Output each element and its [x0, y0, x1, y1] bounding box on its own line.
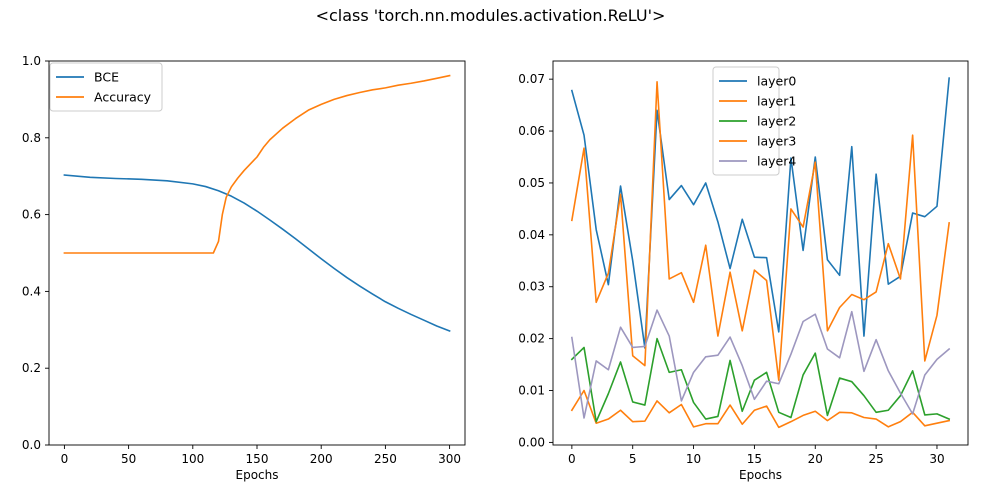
right-y-tick-label: 0.06	[518, 124, 545, 138]
left-x-axis-label: Epochs	[236, 468, 279, 482]
right-x-tick-label: 0	[568, 452, 576, 466]
left-legend: BCE Accuracy	[49, 62, 163, 112]
right-axes-frame	[552, 60, 969, 446]
left-x-tick-label: 300	[438, 452, 461, 466]
right-y-tick-label: 0.05	[518, 176, 545, 190]
right-x-axis-label: Epochs	[739, 468, 782, 482]
left-y-tick-label: 0.2	[22, 361, 41, 375]
right-series-line-5	[570, 309, 951, 419]
right-legend: layer0 layer1 layer2 layer3 layer4	[712, 66, 796, 176]
right-legend-label: layer1	[757, 94, 796, 109]
right-x-tick-label: 5	[629, 452, 637, 466]
left-y-tick-label: 0.4	[22, 284, 41, 298]
right-legend-label: layer0	[757, 74, 796, 89]
right-x-tick-label: 25	[868, 452, 883, 466]
right-x-tick-label: 20	[808, 452, 823, 466]
left-x-tick-label: 200	[310, 452, 333, 466]
right-y-tick-label: 0.00	[518, 435, 545, 449]
left-y-tick-label: 1.0	[22, 54, 41, 68]
left-x-tick-label: 100	[181, 452, 204, 466]
right-legend-label: layer3	[757, 134, 796, 149]
left-series-line-2	[63, 74, 451, 254]
left-legend-label: Accuracy	[94, 90, 152, 105]
right-legend-label: layer4	[757, 154, 796, 169]
right-series-line-2	[570, 389, 951, 429]
right-x-tick-label: 15	[747, 452, 762, 466]
left-y-tick-label: 0.0	[22, 438, 41, 452]
figure-title: <class 'torch.nn.modules.activation.ReLU…	[315, 6, 666, 25]
right-series-line-3	[570, 337, 951, 423]
left-x-tick-label: 0	[61, 452, 69, 466]
right-x-tick-label: 10	[686, 452, 701, 466]
left-x-tick-label: 150	[246, 452, 269, 466]
right-y-tick-label: 0.04	[518, 228, 545, 242]
left-x-tick-label: 50	[121, 452, 136, 466]
right-series-line-1	[570, 77, 951, 349]
left-legend-label: BCE	[94, 70, 119, 85]
left-y-tick-label: 0.6	[22, 208, 41, 222]
right-y-tick-label: 0.01	[518, 384, 545, 398]
left-series-line-1	[63, 174, 451, 332]
right-y-tick-label: 0.03	[518, 280, 545, 294]
right-series-line-4	[570, 80, 951, 381]
left-x-tick-label: 250	[374, 452, 397, 466]
left-legend-box	[49, 62, 163, 112]
right-x-tick-label: 30	[929, 452, 944, 466]
right-legend-label: layer2	[757, 114, 796, 129]
right-y-tick-label: 0.02	[518, 332, 545, 346]
right-y-tick-label: 0.07	[518, 72, 545, 86]
left-y-tick-label: 0.8	[22, 131, 41, 145]
